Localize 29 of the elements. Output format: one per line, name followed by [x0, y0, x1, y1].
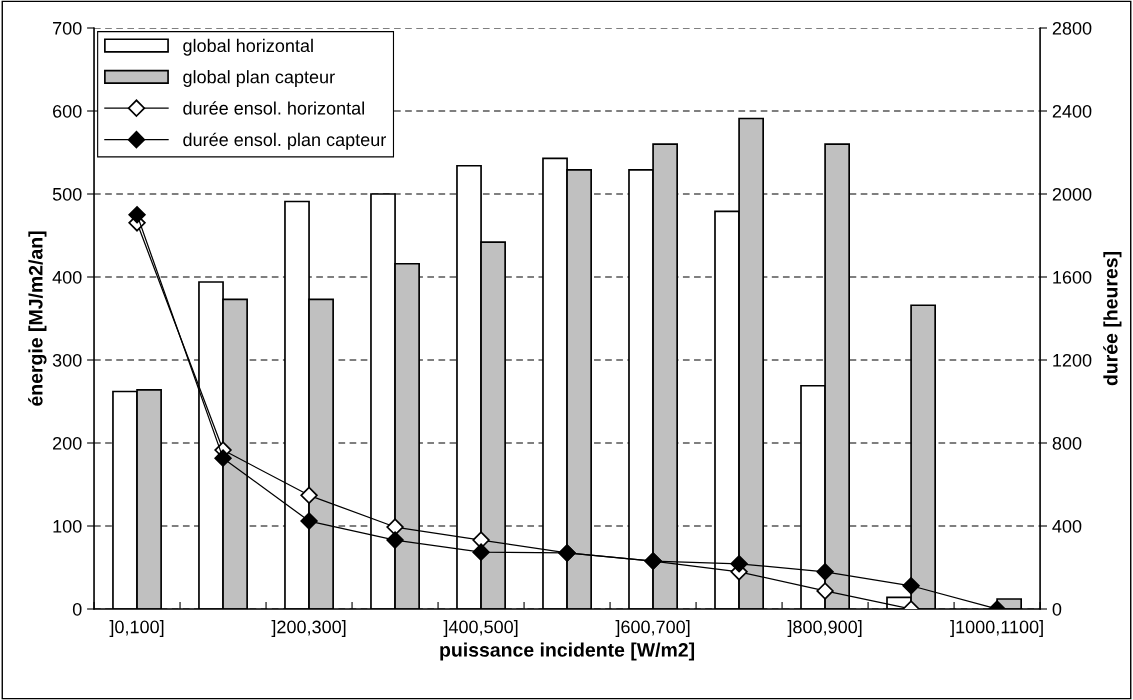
legend-label: durée ensol. plan capteur [183, 132, 386, 150]
x-tick-label: ]0,100] [109, 620, 164, 637]
x-tick-label: ]400,500] [443, 620, 518, 637]
y-tick-label: 100 [53, 519, 82, 533]
y2-axis-title: durée [heures] [1103, 252, 1122, 386]
y2-tick-label: 400 [1052, 519, 1082, 533]
x-tick-label: ]600,700] [615, 620, 690, 637]
x-tick-label: ]800,900] [787, 620, 862, 637]
y-axis-title: énergie [MJ/m2/an] [28, 231, 47, 406]
y2-tick-label: 2400 [1052, 104, 1092, 118]
y-tick-label: 300 [52, 353, 82, 367]
y2-tick-label: 1200 [1053, 353, 1092, 367]
x-tick-label: ]1000,1100] [950, 620, 1043, 637]
x-tick-label: ]200,300] [271, 620, 346, 637]
y-tick-label: 500 [52, 187, 82, 201]
y2-tick-label: 800 [1052, 436, 1082, 450]
y-tick-label: 400 [52, 270, 82, 284]
legend-label: global plan capteur [183, 70, 335, 87]
y2-tick-label: 1600 [1053, 270, 1092, 284]
y-tick-label: 200 [53, 436, 82, 450]
y2-tick-label: 2800 [1052, 21, 1092, 35]
y-tick-label: 0 [72, 602, 82, 616]
x-axis-title: puissance incidente [W/m2] [440, 642, 695, 661]
legend-label: global horizontal [183, 38, 313, 56]
y2-tick-label: 0 [1052, 602, 1062, 616]
y-tick-label: 700 [53, 21, 82, 35]
legend-label: durée ensol. horizontal [183, 101, 364, 115]
y-tick-label: 600 [53, 104, 82, 118]
y2-tick-label: 2000 [1052, 187, 1092, 201]
